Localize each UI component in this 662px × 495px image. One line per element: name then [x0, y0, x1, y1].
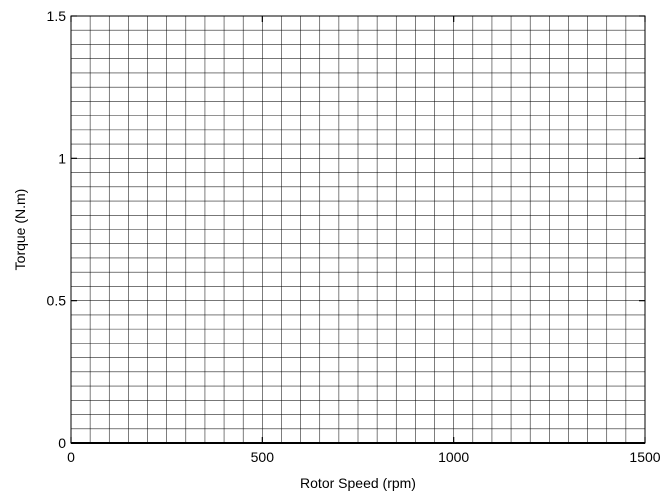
x-tick-label: 0 [67, 449, 75, 465]
y-tick-label: 0.5 [47, 293, 67, 309]
x-tick-label: 1000 [438, 449, 469, 465]
plot-frame [70, 15, 646, 444]
y-tick-label: 1 [58, 150, 66, 166]
y-tick-label: 1.5 [47, 8, 67, 24]
y-tick-label: 0 [58, 435, 66, 451]
y-axis-title: Torque (N.m) [12, 189, 28, 271]
x-axis-title: Rotor Speed (rpm) [300, 475, 416, 491]
axis-ticks [70, 15, 646, 444]
x-tick-label: 500 [251, 449, 275, 465]
tick-labels: 0 500 1000 1500 0 0.5 1 1.5 [47, 8, 661, 465]
x-tick-label: 1500 [629, 449, 660, 465]
grid [71, 16, 645, 444]
